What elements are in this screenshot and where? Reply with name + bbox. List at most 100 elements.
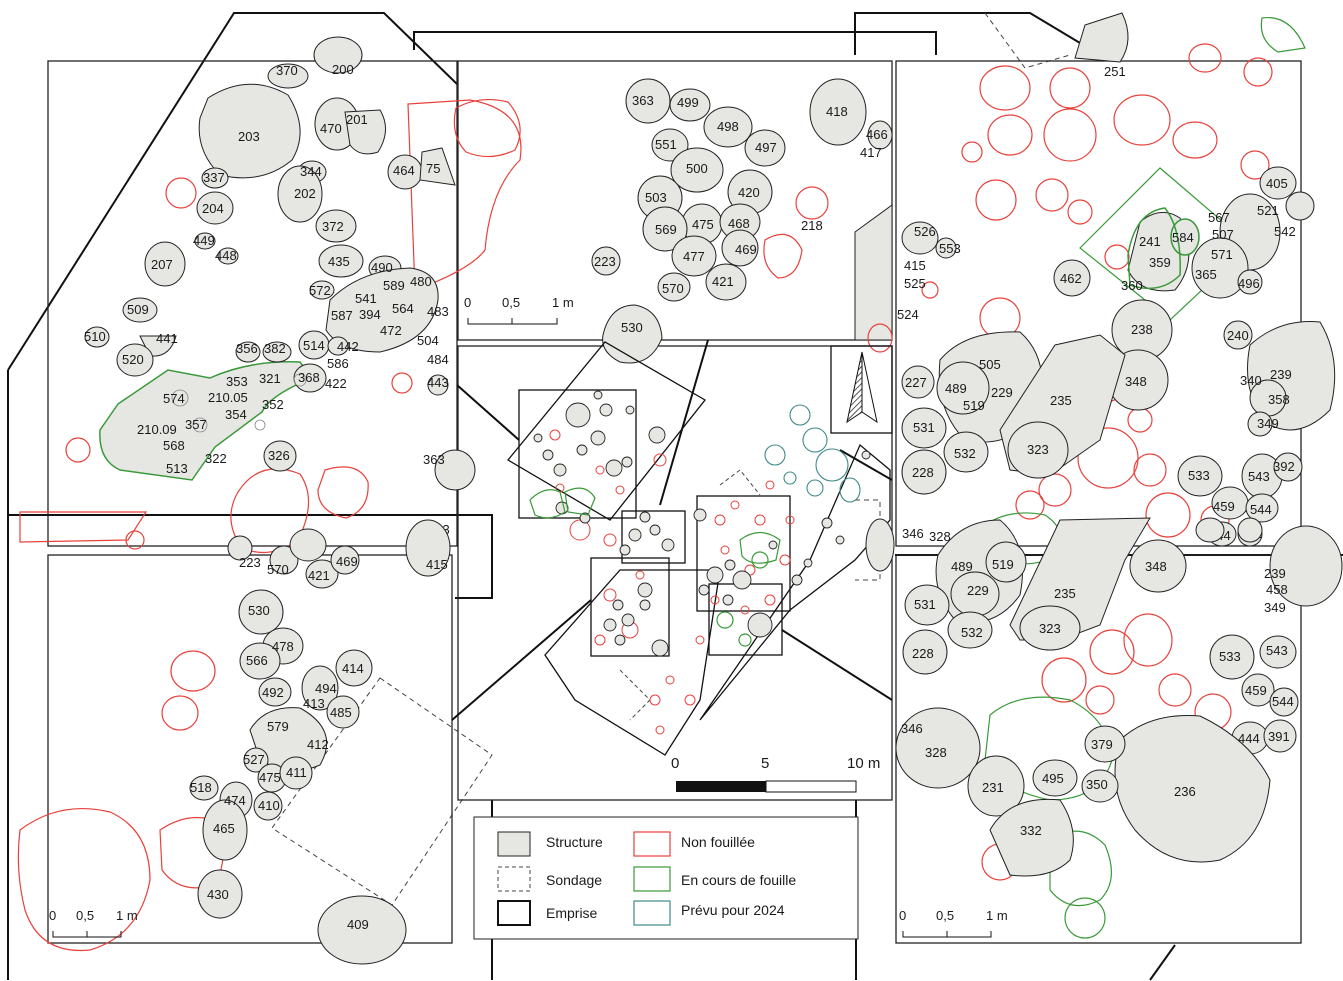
label-235: 235 xyxy=(1050,393,1072,408)
label-492: 492 xyxy=(262,685,284,700)
label-498: 498 xyxy=(717,119,739,134)
label-322: 322 xyxy=(205,451,227,466)
label-411: 411 xyxy=(286,765,307,780)
label-570b: 570 xyxy=(267,562,289,577)
label-352: 352 xyxy=(262,397,284,412)
label-459: 459 xyxy=(1213,499,1235,514)
label-368: 368 xyxy=(298,370,320,385)
label-475: 475 xyxy=(692,217,714,232)
label-421: 421 xyxy=(712,274,734,289)
label-469b: 469 xyxy=(336,554,358,569)
label-513: 513 xyxy=(166,461,188,476)
label-326: 326 xyxy=(268,448,290,463)
label-346b: 346 xyxy=(901,721,923,736)
label-415b: 415 xyxy=(426,557,448,572)
label-356: 356 xyxy=(236,341,258,356)
label-443: 443 xyxy=(427,375,449,390)
label-414: 414 xyxy=(342,661,364,676)
label-503: 503 xyxy=(645,190,667,205)
label-210-09: 210.09 xyxy=(137,422,177,437)
label-530b: 530 xyxy=(248,603,270,618)
label-510: 510 xyxy=(84,329,106,344)
label-365: 365 xyxy=(1195,267,1217,282)
scale-bl-0: 0 xyxy=(49,908,56,923)
legend-prevu: Prévu pour 2024 xyxy=(681,902,785,918)
label-494: 494 xyxy=(315,681,337,696)
label-472: 472 xyxy=(380,323,402,338)
label-360: 360 xyxy=(1121,278,1143,293)
label-509: 509 xyxy=(127,302,149,317)
structure-outlines-small xyxy=(171,373,307,433)
label-201: 201 xyxy=(346,112,368,127)
label-349b: 349 xyxy=(1264,600,1286,615)
label-514: 514 xyxy=(303,338,325,353)
label-421b: 421 xyxy=(308,568,330,583)
label-532: 532 xyxy=(954,446,976,461)
label-228b: 228 xyxy=(912,646,934,661)
label-531: 531 xyxy=(913,420,935,435)
label-409: 409 xyxy=(347,917,369,932)
label-358: 358 xyxy=(1268,392,1290,407)
legend: Structure Sondage Emprise Non fouillée E… xyxy=(473,816,859,940)
label-349: 349 xyxy=(1257,416,1279,431)
label-470: 470 xyxy=(320,121,342,136)
label-483: 483 xyxy=(427,304,449,319)
label-340: 340 xyxy=(1240,373,1262,388)
label-231: 231 xyxy=(982,780,1004,795)
label-568: 568 xyxy=(163,438,185,453)
label-485: 485 xyxy=(330,705,352,720)
scale-bl-half: 0,5 xyxy=(76,908,94,923)
label-544: 544 xyxy=(1250,502,1272,517)
label-348b: 348 xyxy=(1145,559,1167,574)
label-363: 363 xyxy=(632,93,654,108)
label-420: 420 xyxy=(738,185,760,200)
label-526: 526 xyxy=(914,224,936,239)
label-323b: 323 xyxy=(1039,621,1061,636)
label-505: 505 xyxy=(979,357,1001,372)
label-579: 579 xyxy=(267,719,289,734)
label-530: 530 xyxy=(621,320,643,335)
label-240: 240 xyxy=(1227,328,1249,343)
scale-1m: 1 m xyxy=(552,295,574,310)
scale-overview-5: 5 xyxy=(761,755,769,772)
label-504: 504 xyxy=(417,333,439,348)
label-344: 344 xyxy=(300,164,322,179)
label-227: 227 xyxy=(905,375,927,390)
panel-center-overview: 0 5 10 m xyxy=(451,339,893,793)
label-567: 567 xyxy=(1208,210,1230,225)
label-589: 589 xyxy=(383,278,405,293)
label-323: 323 xyxy=(1027,442,1049,457)
label-531b: 531 xyxy=(914,597,936,612)
scale-half: 0,5 xyxy=(502,295,520,310)
label-459b: 459 xyxy=(1245,683,1267,698)
legend-structure: Structure xyxy=(546,834,603,850)
label-571: 571 xyxy=(1211,247,1233,262)
label-346: 346 xyxy=(902,526,924,541)
legend-swatch-non-fouillee xyxy=(633,831,671,857)
legend-emprise: Emprise xyxy=(546,905,598,921)
label-569: 569 xyxy=(655,222,677,237)
label-521: 521 xyxy=(1257,203,1279,218)
label-507: 507 xyxy=(1212,227,1234,242)
label-519b: 519 xyxy=(992,557,1014,572)
label-532b: 532 xyxy=(961,625,983,640)
label-586: 586 xyxy=(327,356,349,371)
panel-top-left: 370 200 203 201 470 337 344 202 204 372 … xyxy=(19,36,522,554)
scale-bar-bottom-right: 0 0,5 1 m xyxy=(899,908,1008,938)
label-328: 328 xyxy=(929,529,951,544)
label-223: 223 xyxy=(594,254,616,269)
label-239b: 239 xyxy=(1264,566,1286,581)
label-490: 490 xyxy=(371,260,393,275)
scale-overview-10m: 10 m xyxy=(847,755,880,772)
label-448: 448 xyxy=(215,248,237,263)
label-405: 405 xyxy=(1266,176,1288,191)
label-553: 553 xyxy=(939,241,961,256)
label-495: 495 xyxy=(1042,771,1064,786)
label-415: 415 xyxy=(904,258,926,273)
label-489b: 489 xyxy=(951,559,973,574)
label-480: 480 xyxy=(410,274,432,289)
label-241: 241 xyxy=(1139,234,1161,249)
legend-en-cours: En cours de fouille xyxy=(681,872,796,888)
legend-swatch-prevu xyxy=(633,900,671,926)
label-235b: 235 xyxy=(1054,586,1076,601)
